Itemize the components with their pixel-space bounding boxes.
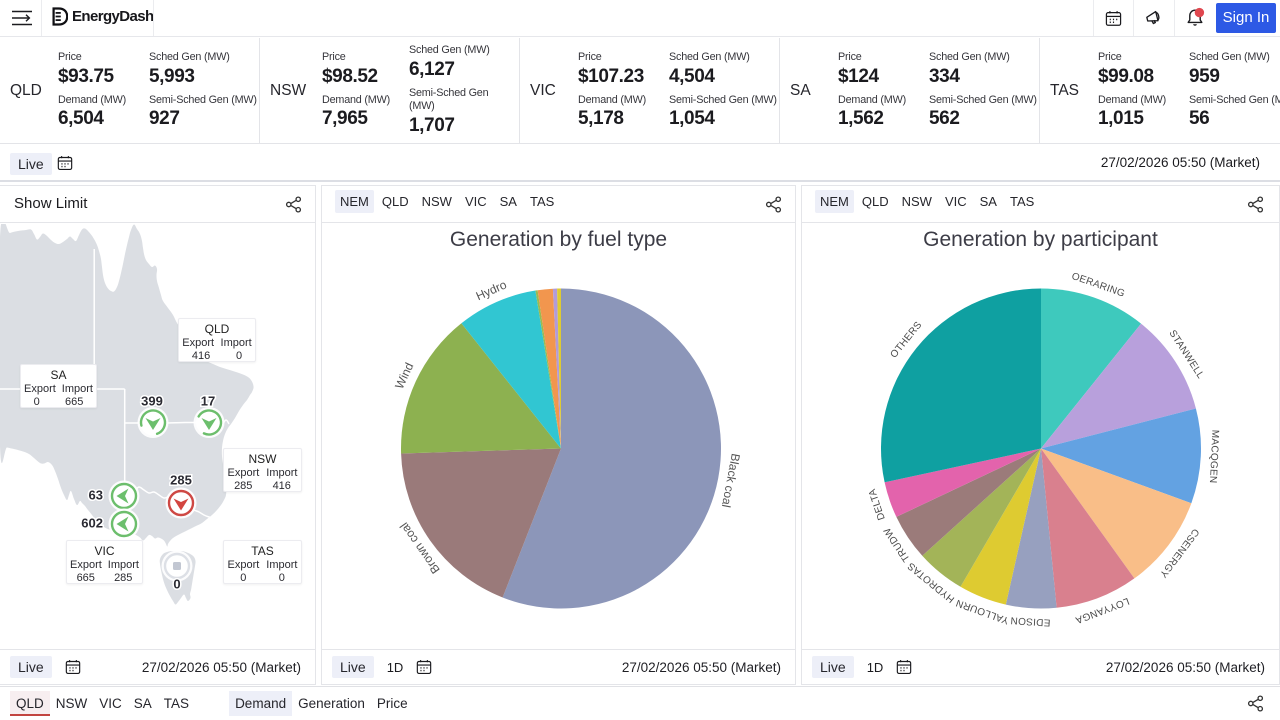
svg-text:285: 285 [170,472,192,487]
svg-text:399: 399 [141,393,163,408]
svg-text:0: 0 [173,576,180,591]
svg-text:17: 17 [201,393,215,408]
svg-text:63: 63 [89,487,103,502]
svg-text:Black coal: Black coal [719,452,743,508]
svg-text:MACQGEN: MACQGEN [1207,429,1221,483]
svg-text:Wind: Wind [392,360,416,391]
svg-text:EDISON: EDISON [1010,614,1051,627]
svg-text:DELTA: DELTA [867,487,888,521]
svg-text:602: 602 [81,515,103,530]
